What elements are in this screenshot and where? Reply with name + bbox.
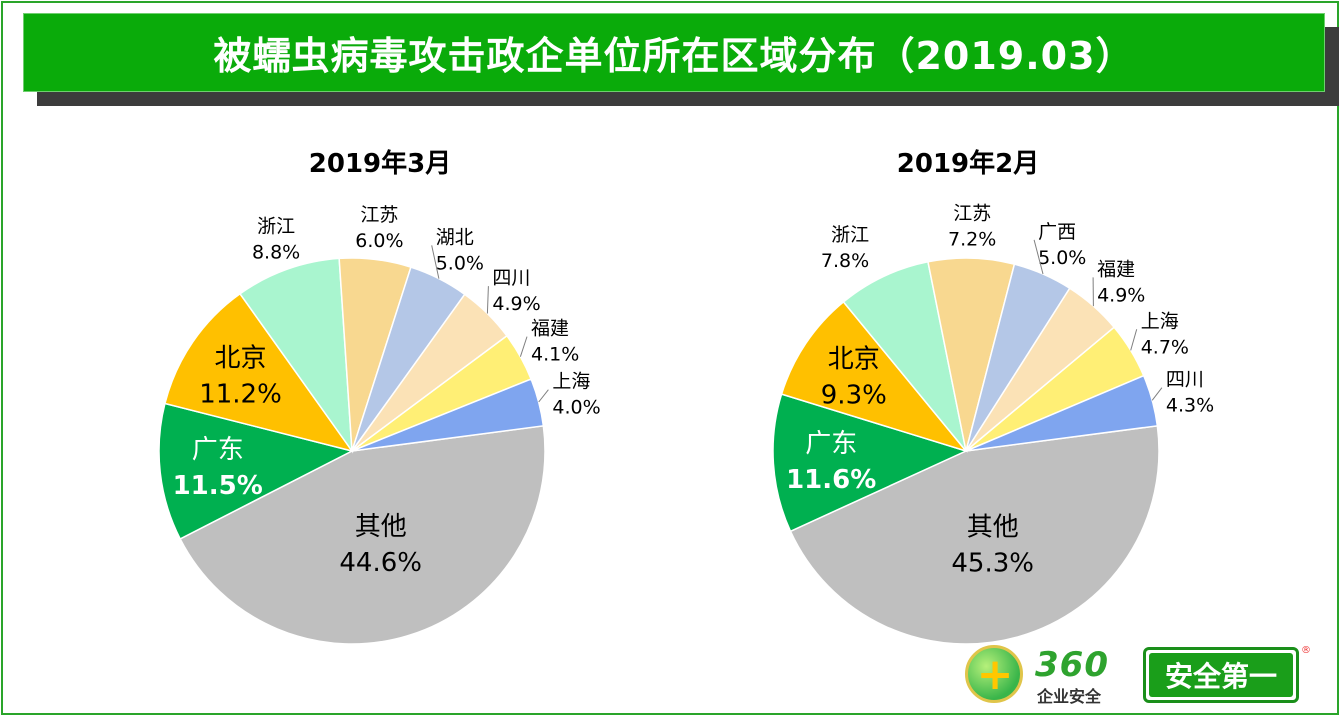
slice-label-name: 北京 [214,344,266,374]
slice-label-name: 广西 [1038,221,1076,243]
pie-slice-其他 [789,424,1160,645]
slice-label-value: 4.9% [1097,284,1145,306]
slice-label-name: 浙江 [257,215,295,237]
slice-label-value: 7.8% [821,250,869,272]
leader-line [1151,387,1163,401]
slice-label-name: 浙江 [831,224,869,246]
pie-slice-浙江 [842,260,967,452]
slice-label-name: 江苏 [953,202,991,224]
pie-slice-广东 [158,402,355,540]
leader-line [1130,329,1138,351]
slice-label-value: 5.0% [1038,247,1086,269]
slice-label-name: 福建 [1097,258,1135,280]
slice-label-name: 上海 [1141,310,1179,332]
slice-label-name: 北京 [828,345,880,375]
pie-slice-北京 [164,292,354,453]
slice-label-name: 广东 [805,429,857,459]
leader-line [519,336,528,357]
slice-label-value: 11.5% [173,471,263,501]
plus-icon: + [976,649,1014,700]
slice-label-value: 44.6% [339,548,422,578]
slice-label-name: 江苏 [360,204,398,226]
logo-badge: 安全第一 [1143,647,1299,703]
logo-360-enterprise-security: + 360 企业安全 安全第一 ® [965,645,1311,715]
leader-line [486,286,489,314]
pie-slice-其他 [179,424,546,645]
title-banner: 被蠕虫病毒攻击政企单位所在区域分布（2019.03） [23,13,1325,92]
slice-label-value: 6.0% [355,230,403,252]
slice-label-value: 11.2% [199,380,282,410]
slice-label-value: 4.7% [1141,336,1189,358]
chart-title: 2019年2月 [897,148,1039,179]
registered-mark: ® [1301,645,1311,656]
pie-slice-浙江 [238,257,353,454]
leader-line [431,245,440,279]
slice-label-name: 湖北 [436,226,474,248]
logo-circle-icon: + [965,645,1023,703]
slice-label-name: 上海 [552,371,590,393]
slice-label-name: 四川 [1166,369,1204,391]
slice-label-value: 8.8% [252,241,300,263]
page-title: 被蠕虫病毒攻击政企单位所在区域分布（2019.03） [213,34,1135,78]
slice-label-value: 4.9% [492,293,540,315]
pie-slice-四川 [965,374,1159,452]
logo-brand-number: 360 [1035,645,1109,685]
slice-label-value: 5.0% [436,252,484,274]
slice-label-value: 4.1% [531,344,579,366]
pie-slice-上海 [351,378,545,452]
slice-label-name: 其他 [967,513,1019,543]
pie-slice-北京 [780,300,969,453]
pie-slice-广东 [772,393,969,533]
slice-label-value: 9.3% [821,381,887,411]
slice-label-name: 其他 [355,512,407,542]
slice-label-value: 4.0% [552,397,600,419]
slice-label-value: 11.6% [786,465,876,495]
slice-label-name: 福建 [531,318,569,340]
slice-label-name: 四川 [492,267,530,289]
logo-brand-sub: 企业安全 [1037,687,1102,706]
slice-label-value: 45.3% [951,549,1034,579]
chart-title: 2019年3月 [309,148,451,179]
leader-line [538,389,549,403]
slice-label-value: 4.3% [1166,395,1214,417]
slice-label-name: 广东 [192,435,244,465]
leader-line [1033,239,1044,275]
slice-label-value: 7.2% [948,228,996,250]
logo-badge-text: 安全第一 [1149,653,1293,697]
